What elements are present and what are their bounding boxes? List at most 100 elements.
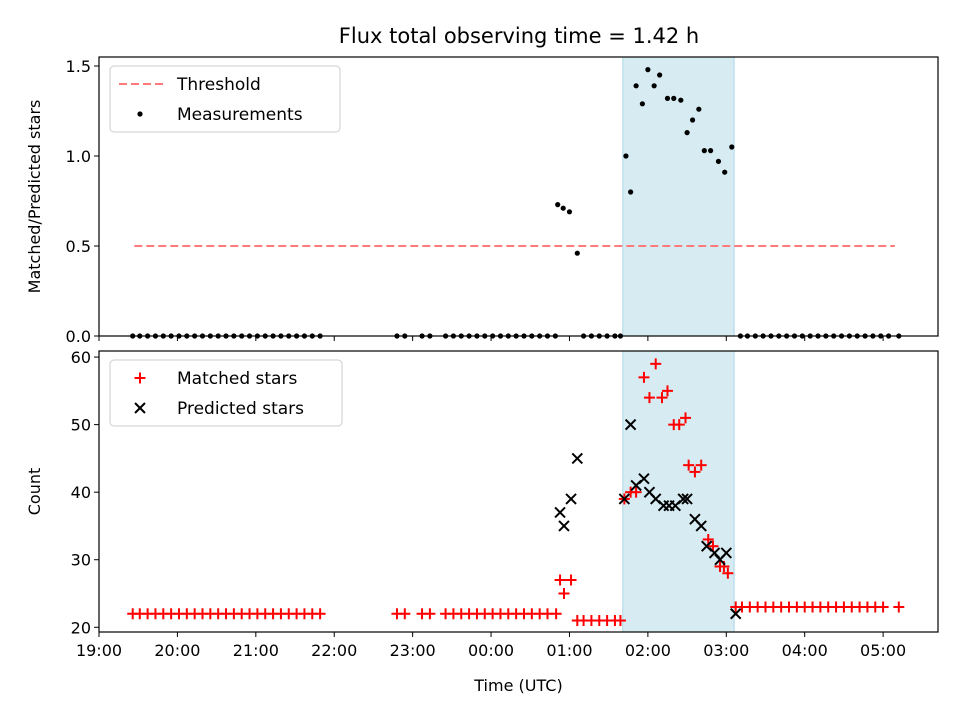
matched-star-point	[614, 615, 626, 627]
x-tick-label: 05:00	[860, 641, 906, 660]
y-axis-label: Matched/Predicted stars	[25, 100, 44, 294]
x-tick-label: 23:00	[390, 641, 436, 660]
predicted-star-point	[624, 418, 637, 431]
matched-star-point	[656, 392, 668, 404]
measurement-point	[639, 101, 645, 107]
matched-star-point	[680, 412, 692, 424]
legend-box	[109, 359, 343, 427]
y-tick-label: 0.5	[66, 237, 91, 256]
predicted-star-point	[729, 608, 742, 620]
predicted-marker-b	[565, 493, 577, 505]
measurement-point	[701, 148, 707, 154]
axes-frame	[98, 56, 939, 337]
y-tick-label: 1.5	[66, 57, 91, 76]
predicted-star-point	[695, 520, 707, 532]
predicted-marker-b	[558, 520, 570, 532]
top-panel: 0.0 0.5 1.0 1.5 Matched/Predicted stars Thres…	[25, 56, 939, 346]
predicted-star-point	[554, 506, 566, 519]
predicted-marker-b	[681, 493, 693, 505]
legend-measurement-swatch	[137, 111, 143, 117]
matched-star-point	[565, 574, 577, 586]
predicted-marker-b	[695, 520, 707, 532]
matched-star-point	[554, 574, 566, 586]
x-tick-label: 21:00	[233, 641, 279, 660]
matched-star-point	[399, 608, 411, 620]
matched-star-point	[550, 608, 562, 620]
predicted-marker-b	[700, 540, 713, 552]
predicted-marker-b	[677, 493, 689, 505]
predicted-marker-b	[643, 486, 656, 498]
y-tick-label: 60	[71, 348, 91, 367]
predicted-marker-b	[708, 547, 721, 559]
matched-star-point	[877, 601, 889, 613]
x-tick-label: 04:00	[782, 641, 828, 660]
predicted-star-point	[681, 493, 693, 505]
y-axis-label: Count	[25, 468, 44, 516]
measurement-point	[657, 72, 663, 78]
measurement-point	[678, 97, 684, 103]
matched-star-point	[650, 358, 662, 370]
measurement-point	[628, 189, 634, 195]
matched-star-point	[722, 567, 734, 579]
predicted-star-point	[565, 493, 577, 505]
y-tick-label: 40	[71, 483, 91, 502]
legend: Threshold Measurements	[109, 65, 341, 133]
x-tick-label: 20:00	[154, 641, 200, 660]
legend: Matched stars Predicted stars	[109, 359, 343, 427]
predicted-star-point	[618, 493, 631, 505]
legend-predicted-swatch-b	[134, 402, 146, 414]
y-tick-label: 20	[71, 618, 91, 637]
predicted-marker-b	[689, 513, 701, 525]
matched-star-point	[314, 608, 326, 620]
measurement-point	[729, 144, 735, 150]
predicted-star-point	[677, 493, 689, 505]
x-tick-label: 01:00	[546, 641, 592, 660]
predicted-marker-b	[720, 547, 732, 559]
matched-star-point	[673, 419, 685, 431]
y-tick-label: 0.0	[66, 327, 91, 346]
predicted-marker-b	[618, 493, 631, 505]
measurement-point	[715, 158, 722, 164]
matched-star-point	[893, 601, 905, 613]
predicted-star-point	[558, 520, 570, 532]
measurement-point	[651, 83, 657, 89]
legend-label: Threshold	[176, 75, 261, 95]
legend-label: Measurements	[177, 105, 303, 125]
axes-frame	[98, 350, 939, 633]
predicted-marker-b	[729, 608, 742, 620]
matched-star-point	[702, 533, 714, 545]
legend-label: Predicted stars	[177, 399, 304, 419]
measurement-point	[566, 209, 573, 215]
measurement-point	[671, 95, 677, 101]
y-tick-label: 1.0	[66, 147, 91, 166]
predicted-marker-b	[638, 472, 650, 485]
measurement-point	[560, 205, 566, 211]
matched-star-point	[689, 466, 701, 478]
measurement-point	[633, 83, 639, 89]
bottom-panel: 20 30 40 50 60 19:00 20:00 21:00 22:00 23:00 00:00…	[25, 348, 939, 695]
matched-star-point	[643, 392, 655, 404]
x-axis-label: Time (UTC)	[473, 676, 562, 695]
measurement-point	[684, 130, 690, 136]
predicted-marker-b	[650, 493, 662, 505]
y-tick-label: 30	[71, 551, 91, 570]
measurement-point	[555, 202, 561, 208]
measurement-point	[689, 117, 696, 123]
x-tick-label: 00:00	[468, 641, 514, 660]
matched-star-point	[424, 608, 436, 620]
x-tick-label: 02:00	[625, 641, 671, 660]
x-tick-label: 22:00	[311, 641, 357, 660]
matched-star-point	[630, 486, 642, 498]
matched-star-point	[661, 385, 673, 397]
measurement-point	[623, 153, 629, 159]
predicted-marker-b	[624, 418, 637, 431]
predicted-marker-b	[554, 506, 566, 519]
legend-label: Matched stars	[177, 369, 297, 389]
predicted-star-point	[638, 472, 650, 485]
predicted-star-point	[720, 547, 732, 559]
legend-box	[109, 65, 341, 133]
observing-window-band	[622, 56, 735, 337]
x-tick-label: 19:00	[76, 641, 122, 660]
matched-star-point	[707, 540, 719, 552]
